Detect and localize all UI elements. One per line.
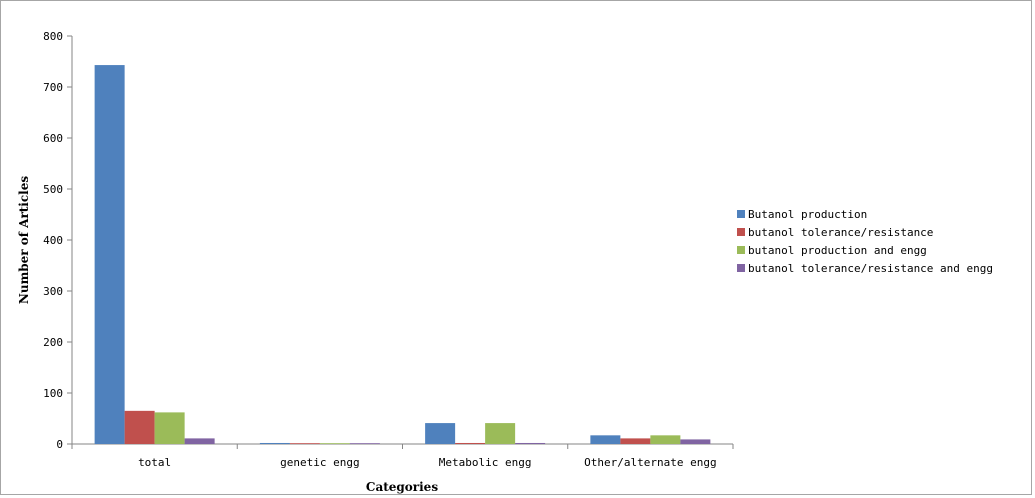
legend-swatch [737,246,745,254]
bar [154,412,185,444]
legend: Butanol production butanol tolerance/resi… [737,208,993,275]
bar [455,442,486,444]
y-tick-label: 300 [43,285,63,298]
bar [425,423,456,444]
y-tick-label: 200 [43,336,63,349]
legend-swatch [737,228,745,236]
y-tick-label: 100 [43,387,63,400]
legend-label: butanol production and engg [748,244,927,257]
y-tick-label: 700 [43,81,63,94]
category-label: total [138,456,171,469]
legend-label: Butanol production [748,208,867,221]
bars [94,65,711,444]
bar [319,443,350,444]
legend-label: butanol tolerance/resistance and engg [748,262,993,275]
bar [590,435,621,444]
y-tick-label: 400 [43,234,63,247]
legend-swatch [737,210,745,218]
y-axis-ticks: 0 100 200 300 400 500 600 700 800 [43,30,72,451]
category-label: Metabolic engg [439,456,532,469]
bar [650,435,681,444]
x-axis-title: Categories [366,480,438,494]
bar [124,410,155,444]
bar [259,442,290,444]
y-axis-title: Number of Articles [17,176,31,304]
bar [184,438,215,444]
bar [485,423,516,444]
x-axis-ticks: total genetic engg Metabolic engg Other/alt… [71,444,734,469]
legend-swatch [737,264,745,272]
bar [349,443,380,444]
legend-label: butanol tolerance/resistance [748,226,933,239]
y-tick-label: 0 [56,438,63,451]
y-tick-label: 500 [43,183,63,196]
bar [289,443,320,444]
bar [620,438,651,444]
category-label: genetic engg [280,456,359,469]
bar [515,442,546,444]
bar [680,439,711,444]
y-tick-label: 800 [43,30,63,43]
category-label: Other/alternate engg [584,456,716,469]
y-tick-label: 600 [43,132,63,145]
bar [94,65,125,444]
